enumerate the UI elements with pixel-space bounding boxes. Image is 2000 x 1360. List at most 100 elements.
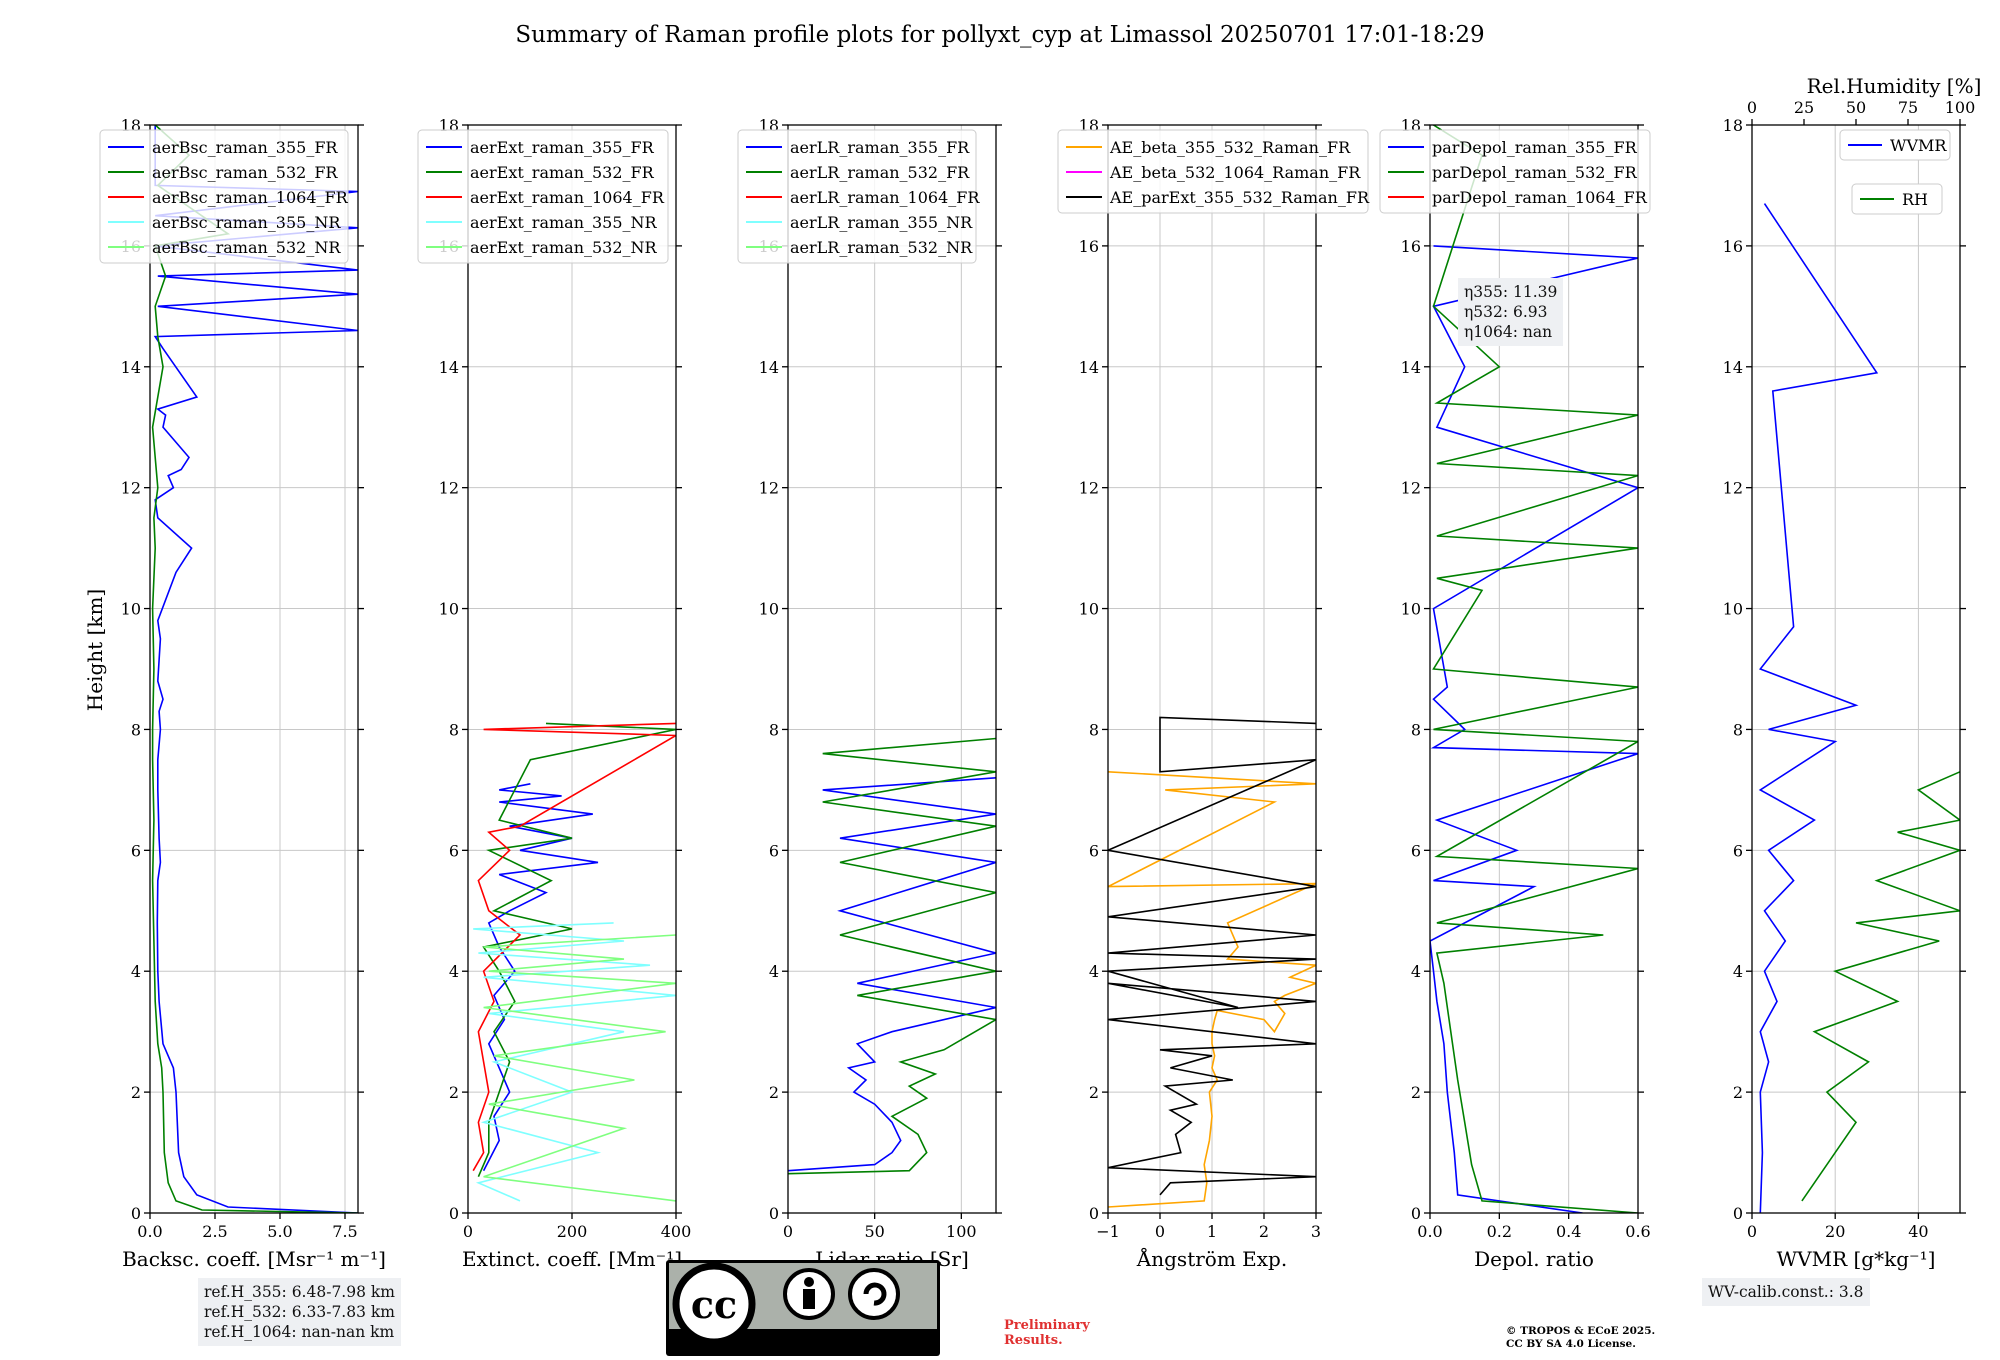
legend-label: aerExt_raman_532_NR: [470, 238, 658, 257]
legend-label: aerLR_raman_355_FR: [790, 138, 970, 157]
figure-title: Summary of Raman profile plots for polly…: [515, 22, 1485, 48]
y-tick-label: 0: [449, 1204, 459, 1223]
series-aerExt_raman_355_FR: [482, 783, 599, 1172]
plot-frame: [1429, 124, 1639, 1214]
eta-1064: η1064: nan: [1464, 323, 1553, 341]
legend-label: aerLR_raman_355_NR: [790, 213, 973, 232]
y-tick-label: 6: [131, 841, 141, 860]
y-tick-label: 8: [1411, 720, 1421, 739]
legend-label: parDepol_raman_532_FR: [1432, 163, 1638, 182]
y-tick-label: 10: [121, 600, 141, 619]
y-tick-label: 14: [1401, 358, 1421, 377]
panel-extinction: 0246810121416180200400Extinct. coeff. [M…: [417, 116, 691, 1271]
series-RH: [1801, 771, 1960, 1202]
y-tick-label: 16: [1723, 237, 1743, 256]
y-tick-label: 6: [769, 841, 779, 860]
attribution-head: [804, 1277, 814, 1287]
y-tick-label: 14: [121, 358, 141, 377]
legend-label: aerBsc_raman_532_FR: [152, 163, 338, 182]
ref-height-1064: ref.H_1064: nan-nan km: [204, 1323, 395, 1341]
legend-box: [99, 129, 349, 264]
x-tick-label: 0: [783, 1222, 793, 1241]
eta-box: η355: 11.39 η532: 6.93 η1064: nan: [1458, 278, 1564, 346]
rh-tick-label: 0: [1747, 98, 1757, 117]
rh-axis-label: Rel.Humidity [%]: [1807, 74, 1982, 98]
series-AE_parExt_355_532_Raman_FR: [1108, 716, 1316, 1196]
y-tick-label: 12: [121, 479, 141, 498]
y-tick-label: 12: [1401, 479, 1421, 498]
x-tick-label: 0.2: [1487, 1222, 1512, 1241]
y-tick-label: 8: [1733, 720, 1743, 739]
legend-box: [1057, 129, 1369, 214]
x-tick-label: 3: [1311, 1222, 1321, 1241]
legend-label: aerExt_raman_355_NR: [470, 213, 658, 232]
preliminary-line-2: Results.: [1004, 1333, 1063, 1348]
y-tick-label: 6: [1411, 841, 1421, 860]
y-tick-label: 2: [1411, 1083, 1421, 1102]
copyright-note: © TROPOS & ECoE 2025. CC BY SA 4.0 Licen…: [1506, 1325, 1655, 1351]
y-tick-label: 6: [1089, 841, 1099, 860]
series-aerBsc_raman_532_FR: [151, 125, 358, 1213]
x-tick-label: 2: [1259, 1222, 1269, 1241]
series-WVMR: [1758, 203, 1879, 1213]
cc-logo-text: cc: [691, 1282, 737, 1327]
attribution-body: [803, 1289, 815, 1309]
legend-box: [737, 129, 977, 264]
series-group: [151, 125, 358, 1213]
badge-by-label: BY: [794, 1331, 826, 1355]
eta-532: η532: 6.93: [1464, 303, 1548, 321]
ref-height-532: ref.H_532: 6.33-7.83 km: [204, 1303, 395, 1321]
plot-frame: [787, 124, 997, 1214]
x-tick-label: 2.5: [202, 1222, 227, 1241]
badge-sa-label: SA: [859, 1331, 889, 1355]
reference-heights-box: ref.H_355: 6.48-7.98 km ref.H_532: 6.33-…: [198, 1278, 401, 1346]
x-tick-label: 100: [946, 1222, 977, 1241]
y-tick-label: 0: [1089, 1204, 1099, 1223]
series-aerExt_raman_355_NR: [473, 922, 676, 1202]
legend-box-WVMR: [1839, 129, 1951, 161]
legend-box: [417, 129, 669, 264]
x-tick-label: 20: [1825, 1222, 1845, 1241]
y-tick-label: 14: [1079, 358, 1099, 377]
y-tick-label: 8: [1089, 720, 1099, 739]
series-aerLR_raman_532_FR: [788, 737, 996, 1175]
x-tick-label: 0.4: [1556, 1222, 1581, 1241]
y-tick-label: 0: [1411, 1204, 1421, 1223]
y-tick-label: 0: [769, 1204, 779, 1223]
x-tick-label: 5.0: [267, 1222, 292, 1241]
wv-calib-const: WV-calib.const.: 3.8: [1708, 1283, 1864, 1301]
copyright-line-2: CC BY SA 4.0 License.: [1506, 1338, 1636, 1350]
y-tick-label: 12: [1079, 479, 1099, 498]
x-tick-label: 0: [1155, 1222, 1165, 1241]
y-tick-label: 16: [1401, 237, 1421, 256]
preliminary-note: Preliminary Results.: [1004, 1318, 1090, 1348]
y-tick-label: 6: [449, 841, 459, 860]
y-tick-label: 8: [131, 720, 141, 739]
y-tick-label: 4: [1733, 962, 1743, 981]
y-tick-label: 8: [769, 720, 779, 739]
x-tick-label: 1: [1207, 1222, 1217, 1241]
legend-label: aerExt_raman_355_FR: [470, 138, 655, 157]
x-axis-label: Backsc. coeff. [Msr⁻¹ m⁻¹]: [122, 1247, 386, 1271]
legend-label: AE_beta_355_532_Raman_FR: [1109, 138, 1351, 157]
legend-label: aerExt_raman_1064_FR: [470, 188, 665, 207]
y-tick-label: 14: [759, 358, 779, 377]
x-axis-label: Depol. ratio: [1474, 1247, 1594, 1271]
x-tick-label: 7.5: [332, 1222, 357, 1241]
cc-by-sa-badge: cc BY SA: [666, 1260, 940, 1356]
y-tick-label: 14: [439, 358, 459, 377]
x-axis-label: Extinct. coeff. [Mm⁻¹]: [462, 1247, 682, 1271]
legend-label: parDepol_raman_355_FR: [1432, 138, 1638, 157]
y-tick-label: 16: [1079, 237, 1099, 256]
rh-tick-label: 100: [1945, 98, 1976, 117]
legend-label: RH: [1902, 190, 1928, 209]
y-tick-label: 2: [449, 1083, 459, 1102]
x-tick-label: 0.6: [1625, 1222, 1650, 1241]
y-axis-label: Height [km]: [83, 589, 107, 711]
panel-lidar_ratio: 024681012141618050100Lidar ratio [Sr]aer…: [737, 116, 1002, 1271]
plot-frame: [149, 124, 359, 1214]
y-tick-label: 2: [131, 1083, 141, 1102]
